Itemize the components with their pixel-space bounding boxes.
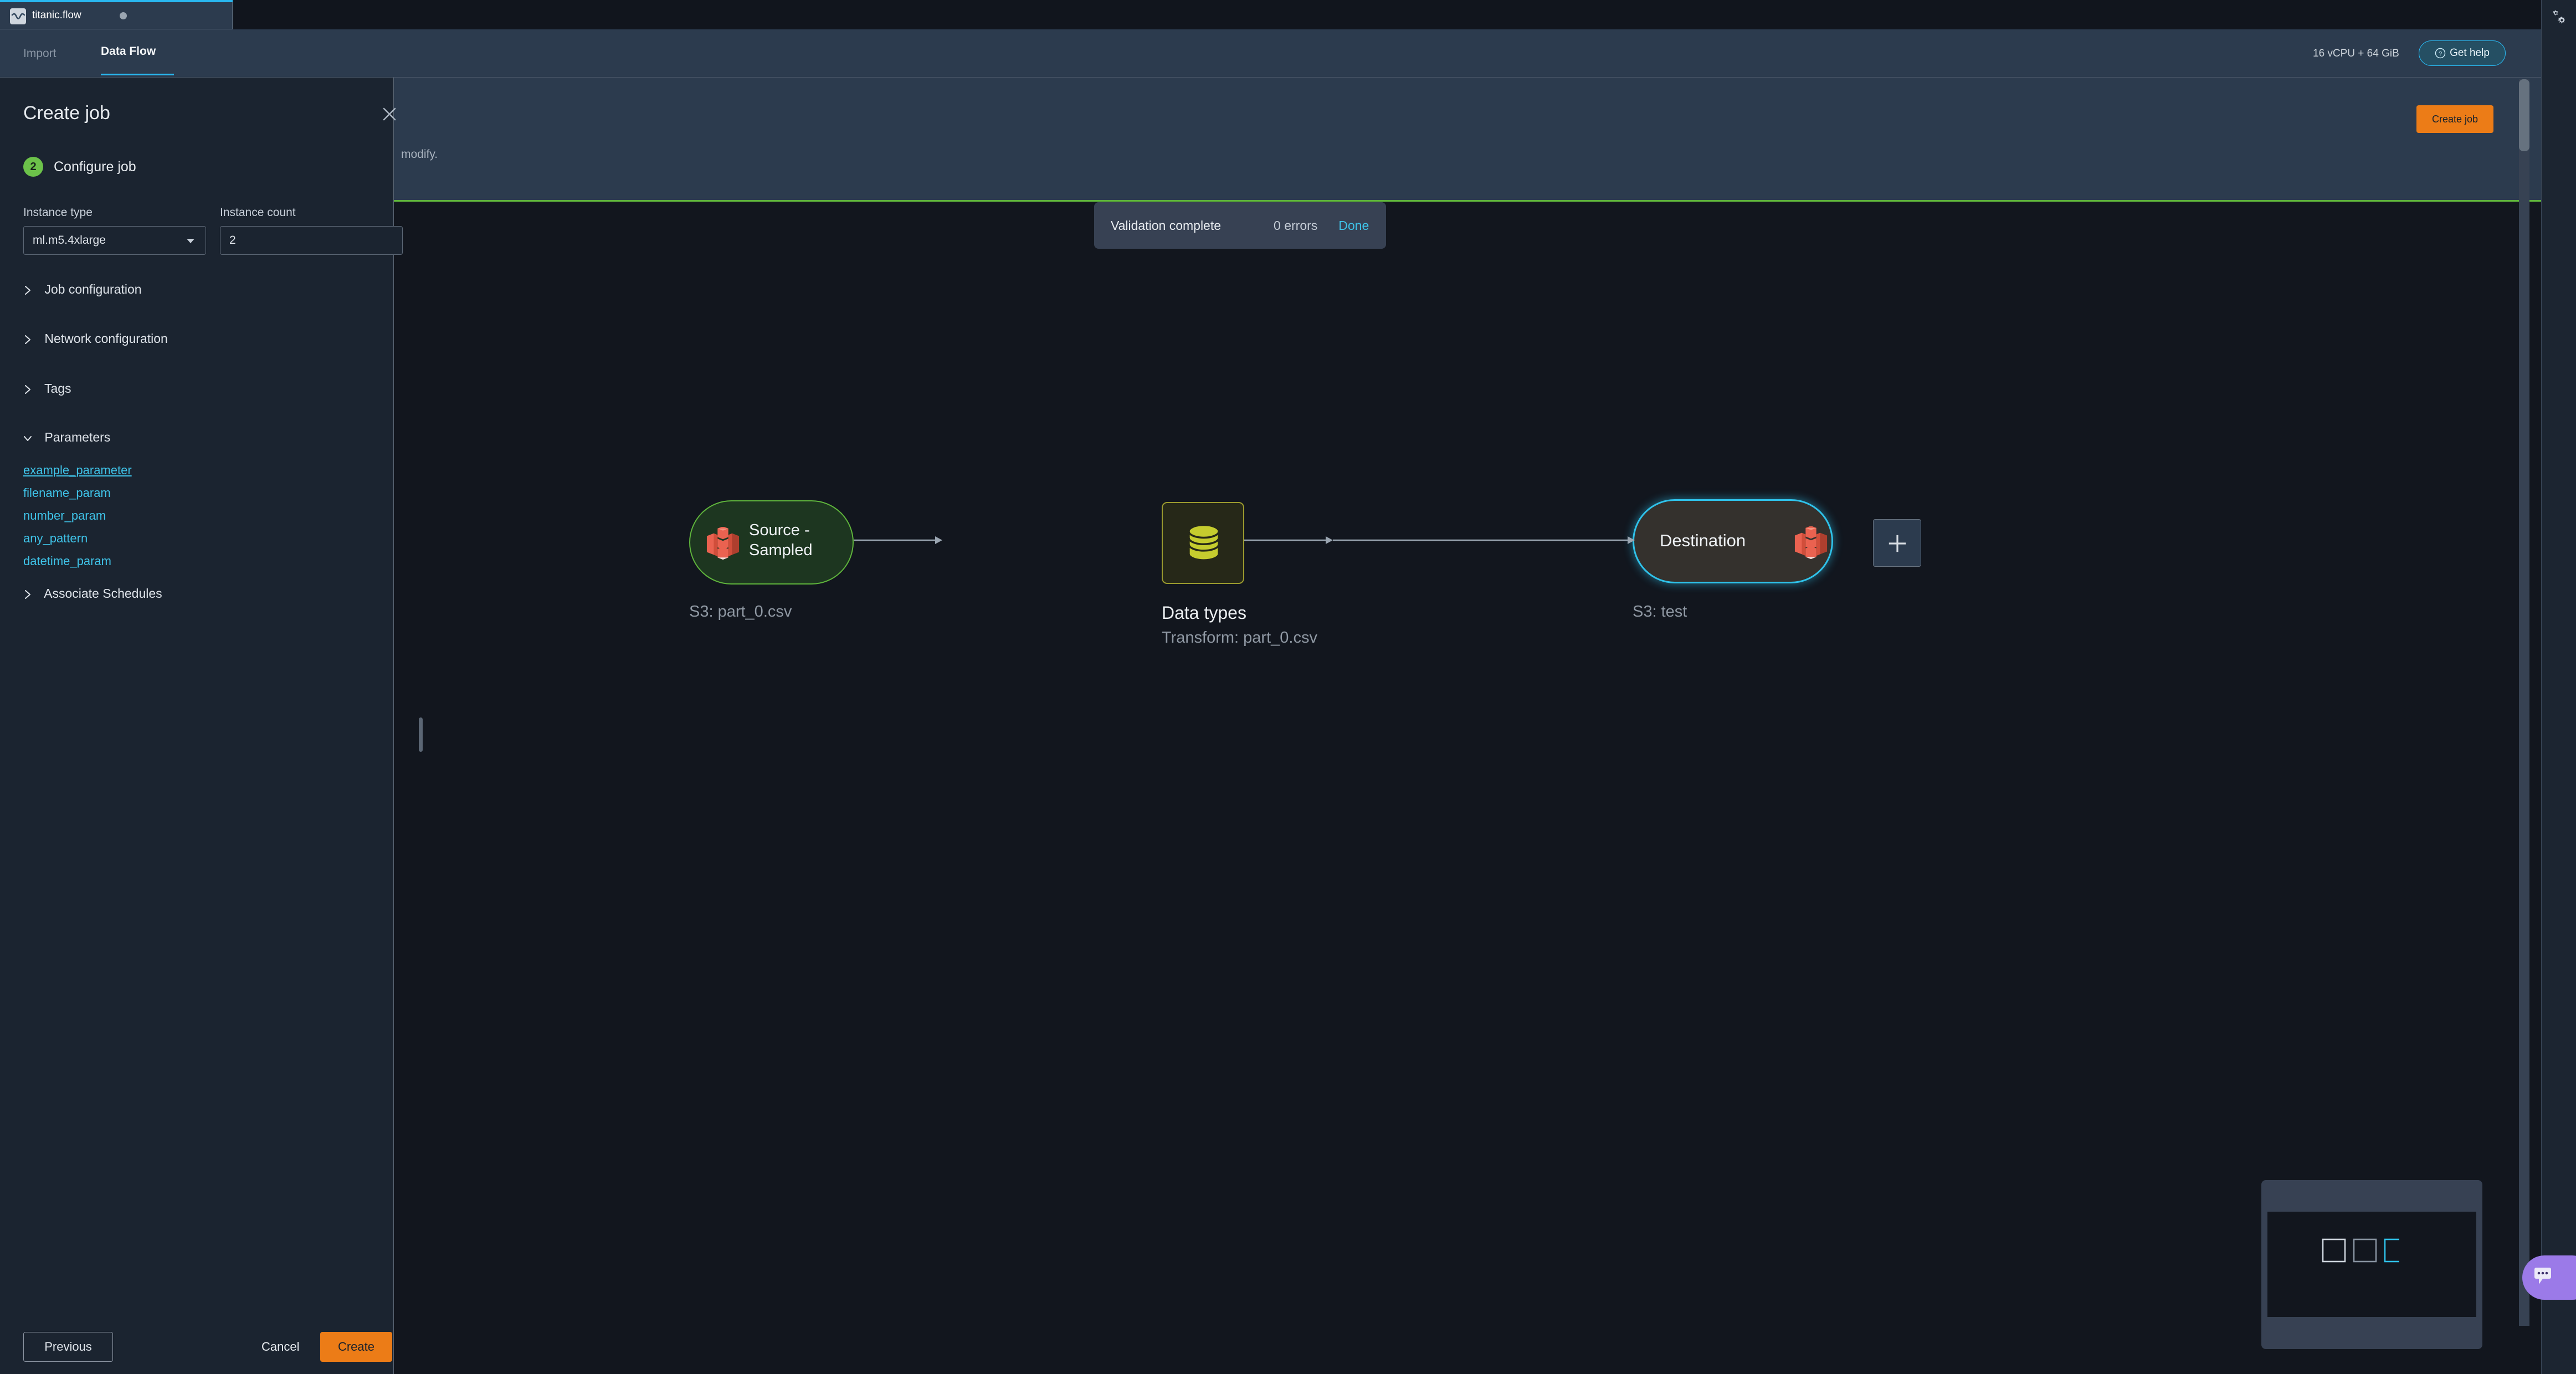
svg-text:?: ?: [2439, 51, 2442, 58]
